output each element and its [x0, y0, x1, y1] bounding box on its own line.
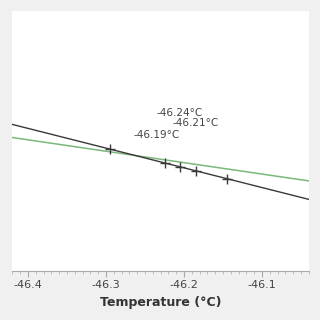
Text: -46.24°C: -46.24°C — [157, 108, 203, 117]
X-axis label: Temperature (°C): Temperature (°C) — [100, 296, 221, 309]
Text: -46.19°C: -46.19°C — [133, 130, 180, 140]
Text: -46.21°C: -46.21°C — [172, 118, 219, 128]
